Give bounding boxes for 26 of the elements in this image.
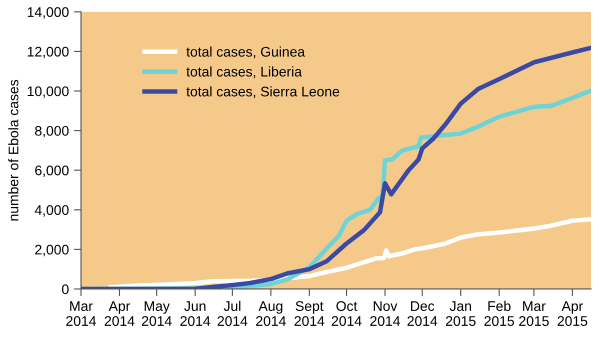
x-tick-label: Dec 2014 xyxy=(407,301,438,326)
x-tick-label: Feb 2015 xyxy=(484,300,514,326)
x-tick-label: Nov 2014 xyxy=(370,301,400,326)
x-tick-label: Jan 2015 xyxy=(446,301,476,326)
x-tick-label: Apr 2015 xyxy=(558,301,588,326)
y-tick-label: 12,000 xyxy=(28,46,69,58)
x-tick-label: Sept 2014 xyxy=(294,301,324,326)
x-tick-label: Mar 2015 xyxy=(519,301,549,326)
x-tick-label: Jul 2014 xyxy=(218,300,248,326)
legend-label: total cases, Guinea xyxy=(186,46,306,58)
x-tick-label: Jun 2014 xyxy=(180,301,210,326)
x-tick-label: Mar 2014 xyxy=(66,301,96,326)
y-tick-label: 0 xyxy=(62,284,69,294)
x-tick-label: Apr 2014 xyxy=(104,301,135,326)
y-tick-label: 8,000 xyxy=(35,126,69,138)
legend-label: total cases, Liberia xyxy=(186,66,302,78)
y-tick-label: 6,000 xyxy=(35,166,69,178)
y-tick-label: 14,000 xyxy=(28,7,69,19)
x-tick-label: Oct 2014 xyxy=(332,301,362,326)
legend-label: total cases, Sierra Leone xyxy=(186,86,340,98)
y-axis-title: number of Ebola cases xyxy=(8,80,18,221)
y-tick-label: 2,000 xyxy=(35,244,69,256)
x-tick-label: May 2014 xyxy=(142,301,172,326)
x-tick-label: Aug 2014 xyxy=(256,301,286,326)
y-tick-label: 10,000 xyxy=(28,86,69,98)
y-tick-label: 4,000 xyxy=(34,205,69,217)
